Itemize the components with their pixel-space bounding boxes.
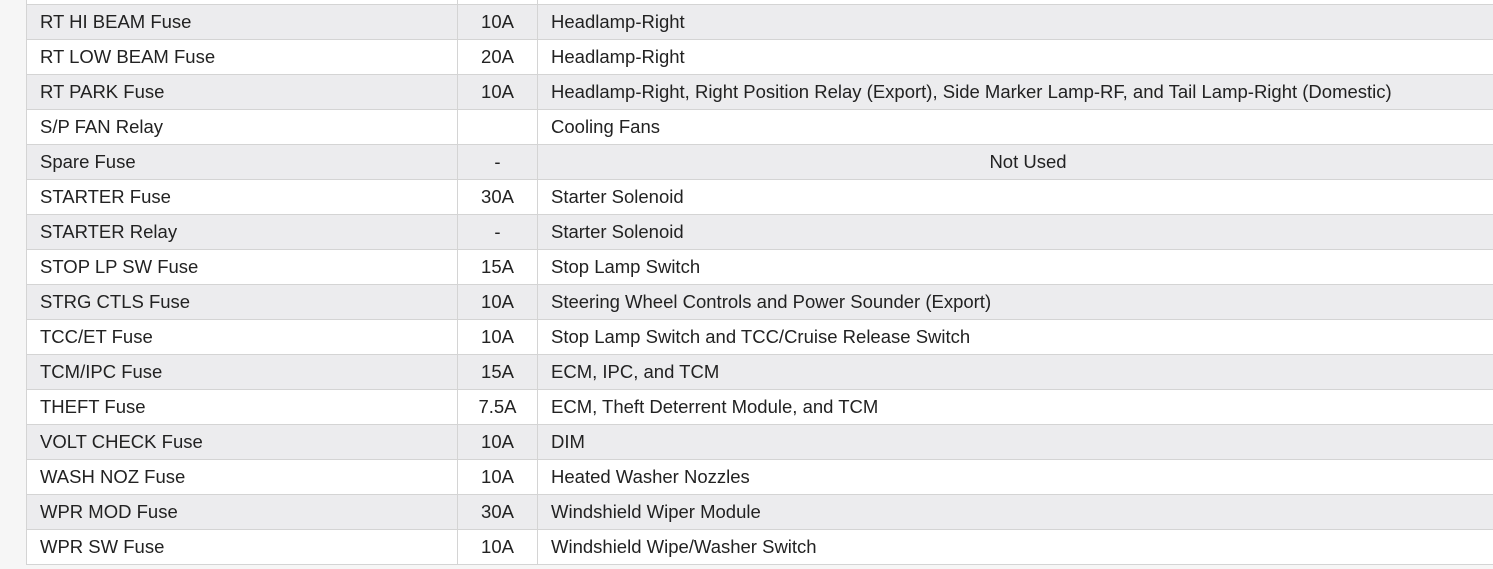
table-row: STRG CTLS Fuse 10A Steering Wheel Controls… <box>26 284 1493 320</box>
fuse-table-container: RT HI BEAM Fuse 10A Headlamp-Right RT LOW B… <box>26 0 1493 565</box>
cell-circuit: ECM, Theft Deterrent Module, and TCM <box>537 389 1493 425</box>
cell-rating: 10A <box>457 284 538 320</box>
cell-name: S/P FAN Relay <box>26 109 458 145</box>
cell-name: RT LOW BEAM Fuse <box>26 39 458 75</box>
table-row: WASH NOZ Fuse 10A Heated Washer Nozzles <box>26 459 1493 495</box>
cell-name: WPR MOD Fuse <box>26 494 458 530</box>
cell-rating: 7.5A <box>457 389 538 425</box>
cell-name: WASH NOZ Fuse <box>26 459 458 495</box>
cell-rating: 15A <box>457 249 538 285</box>
table-row: STARTER Relay - Starter Solenoid <box>26 214 1493 250</box>
fuse-table: RT HI BEAM Fuse 10A Headlamp-Right RT LOW B… <box>26 0 1493 565</box>
cell-name: TCM/IPC Fuse <box>26 354 458 390</box>
table-row: Spare Fuse - Not Used <box>26 144 1493 180</box>
cell-circuit: Headlamp-Right <box>537 4 1493 40</box>
cell-circuit: Not Used <box>537 144 1493 180</box>
cell-name: STARTER Relay <box>26 214 458 250</box>
cell-circuit: Stop Lamp Switch <box>537 249 1493 285</box>
cell-circuit: Cooling Fans <box>537 109 1493 145</box>
cell-rating: 15A <box>457 354 538 390</box>
cell-rating: 10A <box>457 74 538 110</box>
cell-circuit: DIM <box>537 424 1493 460</box>
cell-name: RT PARK Fuse <box>26 74 458 110</box>
cell-circuit: Windshield Wiper Module <box>537 494 1493 530</box>
table-row: VOLT CHECK Fuse 10A DIM <box>26 424 1493 460</box>
cell-rating: - <box>457 144 538 180</box>
table-row: TCC/ET Fuse 10A Stop Lamp Switch and TCC/C… <box>26 319 1493 355</box>
table-row: THEFT Fuse 7.5A ECM, Theft Deterrent Modul… <box>26 389 1493 425</box>
cell-circuit: Steering Wheel Controls and Power Sounde… <box>537 284 1493 320</box>
cell-rating: 30A <box>457 179 538 215</box>
table-row: WPR MOD Fuse 30A Windshield Wiper Module <box>26 494 1493 530</box>
table-row: S/P FAN Relay Cooling Fans <box>26 109 1493 145</box>
cell-rating: 30A <box>457 494 538 530</box>
table-row: TCM/IPC Fuse 15A ECM, IPC, and TCM <box>26 354 1493 390</box>
cell-name: STRG CTLS Fuse <box>26 284 458 320</box>
cell-rating <box>457 109 538 145</box>
cell-circuit: Starter Solenoid <box>537 179 1493 215</box>
cell-rating: 10A <box>457 529 538 565</box>
cell-circuit: Heated Washer Nozzles <box>537 459 1493 495</box>
cell-name: VOLT CHECK Fuse <box>26 424 458 460</box>
table-row: RT PARK Fuse 10A Headlamp-Right, Right Pos… <box>26 74 1493 110</box>
cell-name: Spare Fuse <box>26 144 458 180</box>
cell-name: THEFT Fuse <box>26 389 458 425</box>
cell-circuit: Windshield Wipe/Washer Switch <box>537 529 1493 565</box>
cell-name: TCC/ET Fuse <box>26 319 458 355</box>
cell-name: STOP LP SW Fuse <box>26 249 458 285</box>
cell-circuit: Stop Lamp Switch and TCC/Cruise Release … <box>537 319 1493 355</box>
cell-rating: - <box>457 214 538 250</box>
cell-rating: 10A <box>457 4 538 40</box>
table-row: RT HI BEAM Fuse 10A Headlamp-Right <box>26 4 1493 40</box>
cell-rating: 10A <box>457 319 538 355</box>
table-row: WPR SW Fuse 10A Windshield Wipe/Washer Swi… <box>26 529 1493 565</box>
cell-rating: 20A <box>457 39 538 75</box>
cell-name: RT HI BEAM Fuse <box>26 4 458 40</box>
cell-circuit: Headlamp-Right <box>537 39 1493 75</box>
table-row: RT LOW BEAM Fuse 20A Headlamp-Right <box>26 39 1493 75</box>
cell-rating: 10A <box>457 459 538 495</box>
cell-rating: 10A <box>457 424 538 460</box>
cell-circuit: ECM, IPC, and TCM <box>537 354 1493 390</box>
cell-name: WPR SW Fuse <box>26 529 458 565</box>
cell-circuit: Starter Solenoid <box>537 214 1493 250</box>
table-row: STARTER Fuse 30A Starter Solenoid <box>26 179 1493 215</box>
cell-circuit: Headlamp-Right, Right Position Relay (Ex… <box>537 74 1493 110</box>
cell-name: STARTER Fuse <box>26 179 458 215</box>
table-row: STOP LP SW Fuse 15A Stop Lamp Switch <box>26 249 1493 285</box>
